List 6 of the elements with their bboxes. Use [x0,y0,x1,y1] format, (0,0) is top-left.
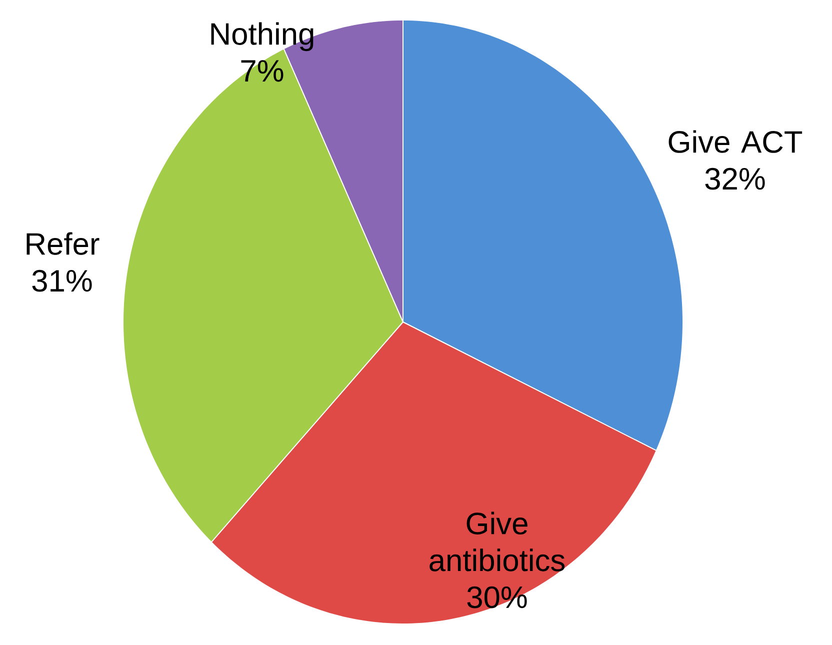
data-label: 32% [705,168,765,190]
slice-label: Nothing [211,22,314,52]
slice-label: Give antibiotics [430,512,565,572]
slice-label: Give ACT [668,130,802,153]
data-label: 31% [32,270,92,292]
slice-label: Refer [26,232,100,255]
